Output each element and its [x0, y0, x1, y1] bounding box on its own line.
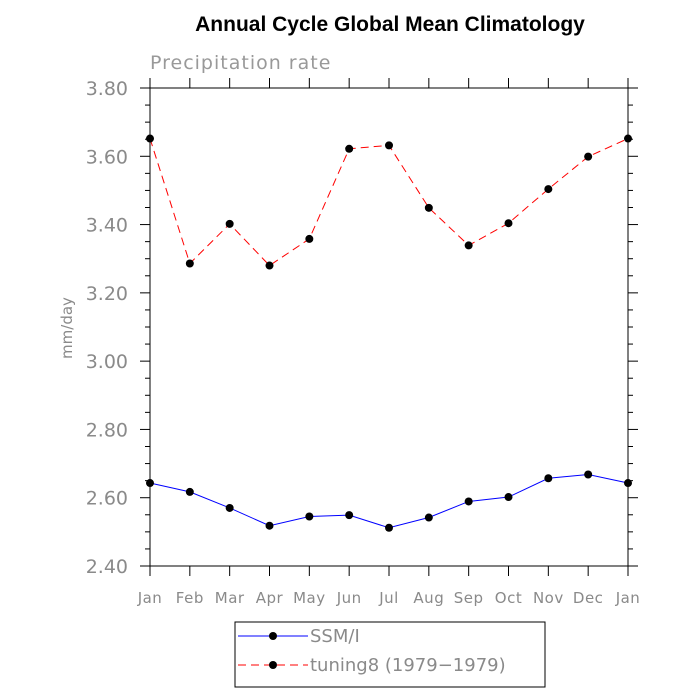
data-point-series-0 — [186, 488, 194, 496]
x-tick-label: May — [293, 589, 326, 607]
series-layer — [146, 135, 632, 532]
x-tick-label: Feb — [176, 589, 204, 607]
plot-frame — [150, 88, 628, 566]
data-point-series-0 — [465, 497, 473, 505]
data-point-series-1 — [266, 262, 274, 270]
data-point-series-1 — [584, 153, 592, 161]
data-point-series-1 — [226, 220, 234, 228]
x-tick-label: Apr — [256, 589, 284, 607]
y-tick-label: 2.40 — [86, 556, 128, 578]
data-point-series-1 — [505, 219, 513, 227]
data-point-series-0 — [584, 470, 592, 478]
legend-marker-tuning8 — [269, 661, 277, 669]
x-tick-label: Jun — [336, 589, 362, 607]
legend-label-tuning8: tuning8 (1979−1979) — [310, 655, 506, 676]
data-point-series-0 — [345, 511, 353, 519]
x-tick-label: Mar — [215, 589, 245, 607]
chart-title: Annual Cycle Global Mean Climatology — [195, 13, 585, 36]
y-axis-label: mm/day — [58, 297, 76, 359]
data-point-series-0 — [544, 474, 552, 482]
data-point-series-1 — [305, 235, 313, 243]
data-point-series-1 — [186, 259, 194, 267]
series-line-0 — [150, 475, 628, 528]
data-point-series-0 — [385, 524, 393, 532]
data-point-series-0 — [425, 514, 433, 522]
legend-label-ssmi: SSM/I — [310, 626, 360, 647]
y-tick-label: 3.40 — [86, 215, 128, 237]
data-point-series-1 — [345, 145, 353, 153]
y-tick-label: 3.80 — [86, 78, 128, 100]
data-point-series-0 — [505, 493, 513, 501]
x-tick-label: Jul — [378, 589, 399, 607]
data-point-series-0 — [266, 522, 274, 530]
y-tick-label: 3.60 — [86, 146, 128, 168]
ticks-layer: 3.80 3.60 3.40 3.20 3.00 2.80 2.60 2.40 Jan Feb Ma… — [86, 78, 641, 607]
x-tick-label: Jan — [615, 589, 641, 607]
data-point-series-1 — [385, 141, 393, 149]
x-tick-label: Dec — [573, 589, 604, 607]
data-point-series-1 — [425, 204, 433, 212]
data-point-series-0 — [305, 512, 313, 520]
legend-marker-ssmi — [269, 632, 277, 640]
x-tick-label: Jan — [137, 589, 163, 607]
y-tick-label: 3.00 — [86, 351, 128, 373]
y-tick-label: 3.20 — [86, 283, 128, 305]
x-tick-label: Oct — [495, 589, 522, 607]
series-line-1 — [150, 139, 628, 266]
data-point-series-0 — [226, 504, 234, 512]
data-point-series-1 — [544, 185, 552, 193]
data-point-series-1 — [624, 135, 632, 143]
x-tick-label: Nov — [533, 589, 564, 607]
x-tick-label: Sep — [454, 589, 484, 607]
chart-subtitle: Precipitation rate — [150, 52, 331, 74]
x-tick-label: Aug — [413, 589, 444, 607]
y-tick-label: 2.60 — [86, 488, 128, 510]
data-point-series-0 — [146, 479, 154, 487]
legend: SSM/I tuning8 (1979−1979) — [235, 622, 545, 687]
data-point-series-0 — [624, 479, 632, 487]
data-point-series-1 — [146, 135, 154, 143]
data-point-series-1 — [465, 241, 473, 249]
y-tick-label: 2.80 — [86, 419, 128, 441]
